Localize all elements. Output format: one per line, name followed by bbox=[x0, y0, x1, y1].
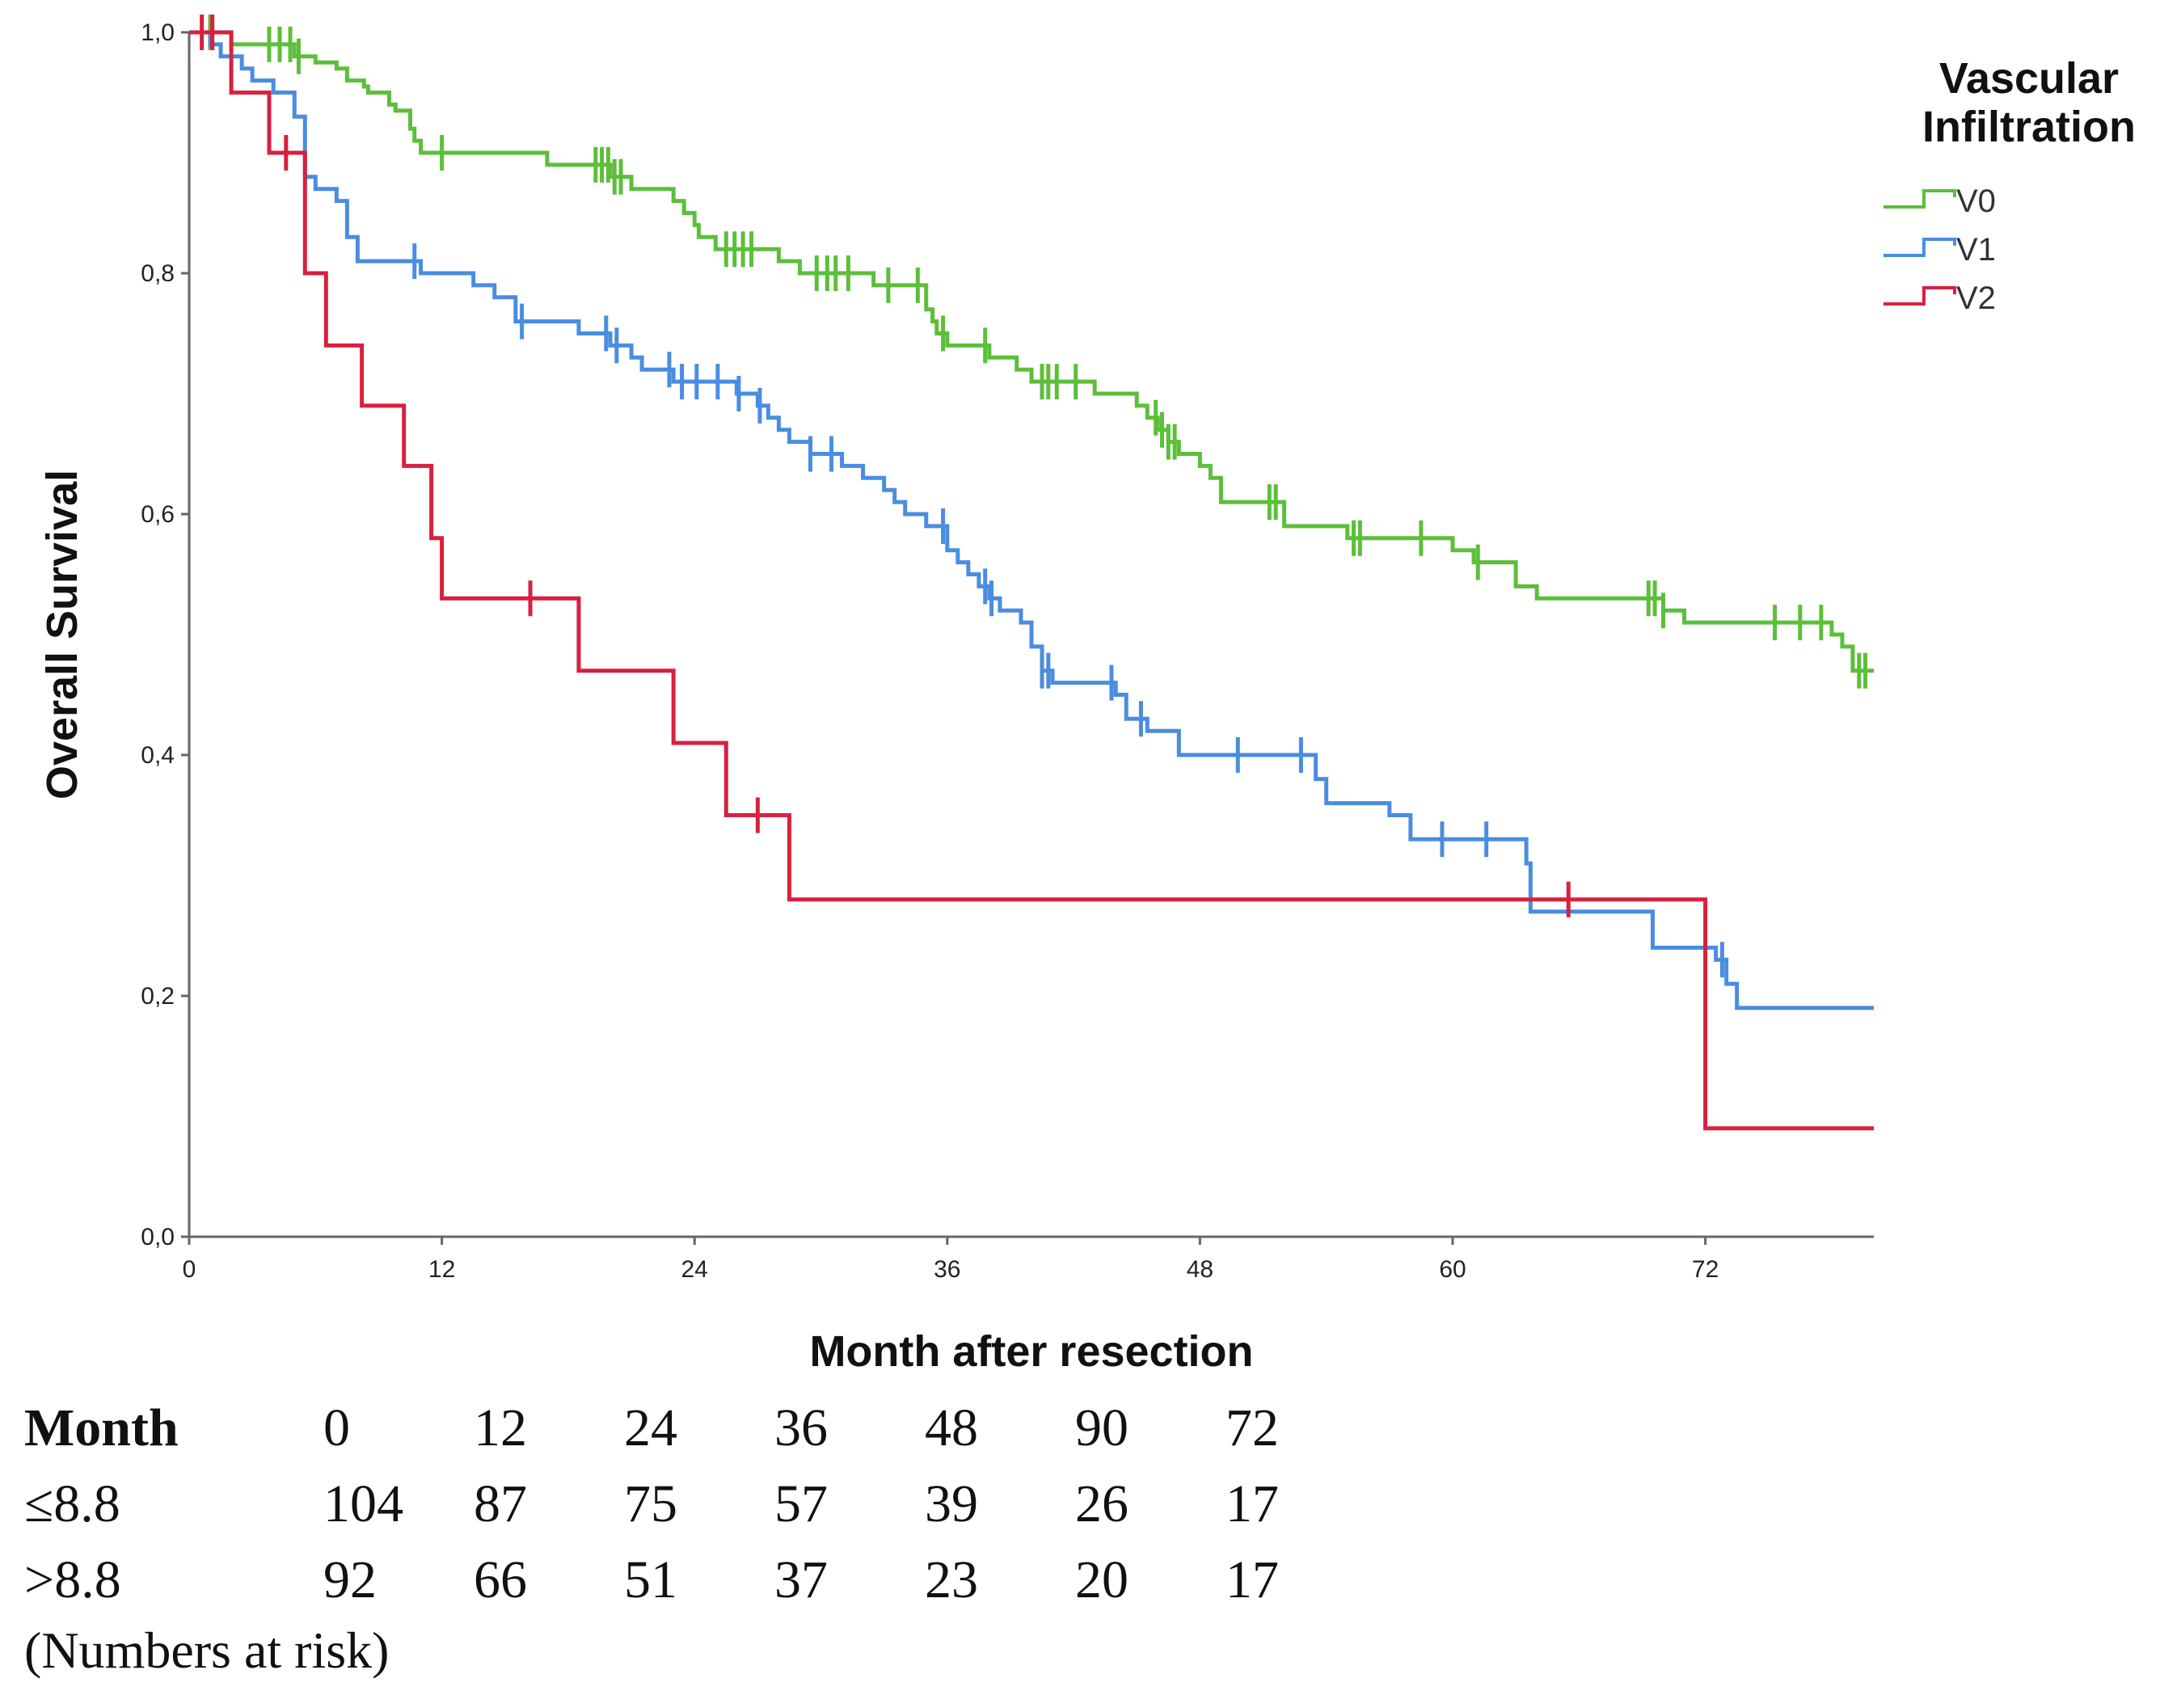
risk-table-header-cell: 0 bbox=[323, 1398, 350, 1457]
legend-label: V2 bbox=[1956, 280, 1996, 316]
risk-table-header-cell: 36 bbox=[774, 1398, 828, 1457]
series-v1 bbox=[189, 30, 1874, 1010]
risk-table-cell: 51 bbox=[624, 1550, 677, 1609]
legend-item-v2: V2 bbox=[1883, 280, 1996, 316]
legend-swatch bbox=[1883, 189, 1956, 209]
x-tick-label: 0 bbox=[183, 1256, 196, 1283]
risk-table-row-high: >8.8 92 66 51 37 23 20 17 bbox=[24, 1542, 1376, 1618]
risk-table-header-cell: 90 bbox=[1075, 1398, 1128, 1457]
risk-table-cell: 87 bbox=[474, 1474, 527, 1533]
risk-table-cell: 26 bbox=[1075, 1474, 1128, 1533]
legend-label: V0 bbox=[1956, 183, 1996, 219]
x-tick-label: 72 bbox=[1692, 1256, 1719, 1283]
risk-table-cell: 23 bbox=[925, 1550, 978, 1609]
risk-table-cell: 104 bbox=[323, 1474, 403, 1533]
risk-table-note: (Numbers at risk) bbox=[24, 1622, 390, 1679]
risk-table-header-row: Month 0 12 24 36 48 90 72 bbox=[24, 1390, 1376, 1466]
risk-table-cell: 92 bbox=[323, 1550, 377, 1609]
y-tick-label: 0,2 bbox=[141, 983, 175, 1010]
legend-title-line-2: Infiltration bbox=[1922, 103, 2136, 151]
series-v2 bbox=[189, 15, 1874, 1131]
risk-table-header-cell: 12 bbox=[474, 1398, 527, 1457]
legend-swatch bbox=[1883, 238, 1956, 257]
y-tick-label: 1,0 bbox=[141, 19, 175, 46]
x-tick-label: 36 bbox=[934, 1256, 960, 1283]
survival-line-v1 bbox=[189, 30, 1874, 1010]
risk-table-cell: 39 bbox=[925, 1474, 978, 1533]
numbers-at-risk-table: Month 0 12 24 36 48 90 72 ≤8.8 104 87 75… bbox=[24, 1390, 1376, 1618]
x-tick-label: 60 bbox=[1439, 1256, 1466, 1283]
risk-table-cell: 20 bbox=[1075, 1550, 1128, 1609]
risk-table-cell: 17 bbox=[1225, 1474, 1279, 1533]
risk-table-cell: 37 bbox=[774, 1550, 828, 1609]
x-axis-title: Month after resection bbox=[809, 1327, 1253, 1374]
risk-table-cell: 66 bbox=[474, 1550, 527, 1609]
km-chart: 0,0 0,2 0,4 0,6 0,8 1,0 0 12 24 36 48 60 72 Overall… bbox=[38, 15, 2136, 1374]
legend-item-v1: V1 bbox=[1883, 232, 1996, 268]
legend: Vascular Infiltration V0 V1 V2 bbox=[1883, 54, 2136, 316]
y-axis-title: Overall Survival bbox=[38, 470, 86, 799]
survival-line-v0 bbox=[189, 30, 1874, 673]
risk-table-cell: 57 bbox=[774, 1474, 828, 1533]
risk-table-row-label: >8.8 bbox=[24, 1550, 121, 1609]
x-tick-label: 12 bbox=[428, 1256, 455, 1283]
risk-table-header-cell: 48 bbox=[925, 1398, 978, 1457]
risk-table-header-cell: 72 bbox=[1225, 1398, 1279, 1457]
risk-table-row-label: ≤8.8 bbox=[24, 1474, 120, 1533]
y-tick-label: 0,4 bbox=[141, 742, 175, 769]
survival-line-v2 bbox=[189, 30, 1874, 1131]
legend-title-line-1: Vascular bbox=[1939, 54, 2119, 103]
y-tick-label: 0,6 bbox=[141, 501, 175, 528]
legend-item-v0: V0 bbox=[1883, 183, 1996, 219]
risk-table-header-cell: 24 bbox=[624, 1398, 677, 1457]
x-tick-label: 24 bbox=[681, 1256, 708, 1283]
x-tick-label: 48 bbox=[1187, 1256, 1213, 1283]
legend-items: V0 V1 V2 bbox=[1883, 183, 1996, 316]
series-v0 bbox=[189, 15, 1874, 689]
x-axis-ticks: 0 12 24 36 48 60 72 bbox=[183, 1237, 1719, 1283]
legend-label: V1 bbox=[1956, 232, 1996, 268]
risk-table-cell: 17 bbox=[1225, 1550, 1279, 1609]
risk-table-row-low: ≤8.8 104 87 75 57 39 26 17 bbox=[24, 1466, 1376, 1542]
survival-curves bbox=[189, 15, 1874, 1131]
y-tick-label: 0,8 bbox=[141, 260, 175, 287]
y-tick-label: 0,0 bbox=[141, 1224, 175, 1250]
y-axis-ticks: 0,0 0,2 0,4 0,6 0,8 1,0 bbox=[141, 19, 189, 1250]
risk-table-header-label: Month bbox=[24, 1398, 179, 1457]
plot-axes bbox=[188, 32, 1874, 1238]
risk-table-cell: 75 bbox=[624, 1474, 677, 1533]
legend-swatch bbox=[1883, 286, 1956, 306]
